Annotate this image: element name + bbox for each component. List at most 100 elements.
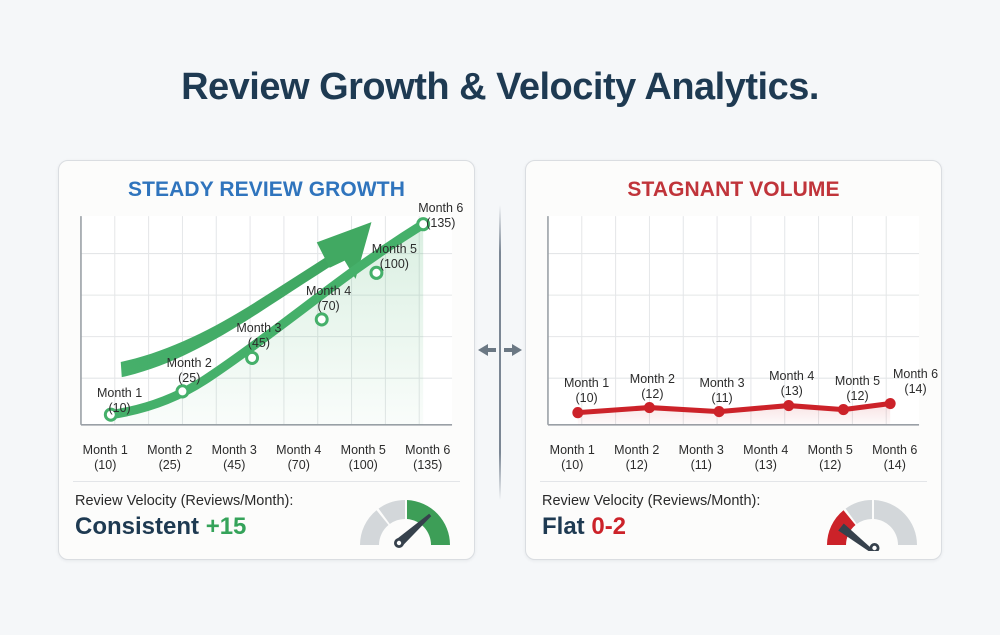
- x-tick-value: (100): [348, 458, 378, 472]
- point-label-value: (45): [247, 335, 271, 350]
- card-title-stagnant-volume: STAGNANT VOLUME: [627, 178, 840, 201]
- stagnant-line-chart: [547, 216, 920, 426]
- x-tick-value: (11): [690, 458, 712, 472]
- x-tick-label: Month 5: [340, 443, 386, 457]
- x-tick-label: Month 2: [147, 443, 193, 457]
- velocity-gauge-red: [827, 500, 917, 551]
- x-tick-month-4: Month 4 (13): [734, 443, 799, 473]
- card-title-steady-review-growth: STEADY REVIEW GROWTH: [128, 178, 405, 201]
- x-tick-label: Month 1: [82, 443, 128, 457]
- comparison-cards-row: STEADY REVIEW GROWTH: [0, 160, 1000, 560]
- gauge-needle: [395, 513, 432, 547]
- point-label-text: Month 6: [892, 367, 939, 382]
- point-label-value: (14): [904, 382, 927, 397]
- x-tick-month-1: Month 1 (10): [73, 443, 138, 473]
- x-tick-value: (135): [413, 458, 443, 472]
- card-steady-review-growth: STEADY REVIEW GROWTH: [58, 160, 475, 560]
- point-label-text: Month 4: [769, 369, 815, 384]
- x-tick-value: (12): [625, 458, 648, 472]
- x-tick-label: Month 2: [614, 443, 660, 457]
- stagnant-line: [575, 400, 893, 416]
- point-label-month-3: Month 3 (45): [224, 321, 294, 351]
- x-tick-label: Month 6: [872, 443, 918, 457]
- x-tick-value: (10): [94, 458, 117, 472]
- point-label-value: (13): [780, 384, 803, 399]
- velocity-label: Review Velocity (Reviews/Month):: [542, 493, 761, 509]
- x-tick-value: (70): [287, 458, 310, 472]
- point-label-month-4: Month 4 (13): [757, 369, 827, 399]
- x-tick-value: (45): [223, 458, 246, 472]
- x-tick-label: Month 4: [276, 443, 322, 457]
- x-tick-month-6: Month 6 (135): [396, 443, 461, 473]
- x-tick-month-1: Month 1 (10): [540, 443, 605, 473]
- point-label-month-6: Month 6 (14): [881, 367, 951, 397]
- gauge-needle: [838, 523, 876, 551]
- point-label-month-2: Month 2 (12): [617, 372, 687, 402]
- point-label-month-2: Month 2 (25): [154, 356, 224, 386]
- point-label-value: (70): [317, 298, 340, 313]
- velocity-value: Consistent +15: [75, 512, 293, 542]
- x-axis-labels-stagnant: Month 1 (10) Month 2 (12) Month 3 (11) M…: [540, 441, 927, 473]
- x-axis-labels-growth: Month 1 (10) Month 2 (25) Month 3 (45) M…: [73, 441, 460, 473]
- point-label-month-6: Month 6 (135): [406, 201, 476, 231]
- point-label-text: Month 5: [834, 374, 881, 388]
- point-label-text: Month 4: [305, 283, 352, 298]
- point-label-month-1: Month 1 (10): [552, 376, 622, 406]
- growth-line-chart: [80, 216, 453, 426]
- stagnant-data-markers: [572, 397, 896, 419]
- x-tick-month-2: Month 2 (12): [605, 443, 670, 473]
- x-tick-label: Month 4: [743, 443, 789, 457]
- velocity-footer-growth: Review Velocity (Reviews/Month): Consist…: [73, 481, 460, 559]
- growth-area-fill: [110, 224, 424, 425]
- x-tick-month-3: Month 3 (11): [669, 443, 734, 473]
- point-label-month-3: Month 3 (11): [687, 376, 757, 406]
- point-label-text: Month 2: [629, 371, 675, 386]
- x-tick-month-6: Month 6 (14): [863, 443, 928, 473]
- point-label-text: Month 6: [418, 200, 464, 215]
- growth-line: [106, 219, 428, 420]
- chart-gridlines: [547, 216, 920, 425]
- velocity-gauge-green: [360, 500, 450, 548]
- x-tick-label: Month 3: [211, 443, 257, 457]
- x-tick-month-5: Month 5 (100): [331, 443, 396, 473]
- x-tick-value: (10): [561, 458, 584, 472]
- x-tick-value: (12): [819, 458, 842, 472]
- x-tick-value: (13): [754, 458, 777, 472]
- growth-data-markers: [103, 217, 431, 422]
- x-tick-month-4: Month 4 (70): [267, 443, 332, 473]
- chart-steady-review-growth: Month 1 (10) Month 2 (25) Month 3 (45) M…: [73, 201, 463, 441]
- point-label-text: Month 2: [166, 355, 212, 370]
- left-right-arrow-icon: [478, 344, 522, 356]
- x-tick-label: Month 6: [405, 443, 451, 457]
- point-label-text: Month 5: [371, 242, 417, 257]
- velocity-label: Review Velocity (Reviews/Month):: [75, 493, 294, 509]
- page-title: Review Growth & Velocity Analytics.: [181, 66, 819, 108]
- x-tick-value: (25): [158, 458, 181, 472]
- point-label-value: (11): [711, 391, 733, 406]
- x-tick-month-2: Month 2 (25): [138, 443, 203, 473]
- x-tick-month-3: Month 3 (45): [202, 443, 267, 473]
- velocity-footer-stagnant: Review Velocity (Reviews/Month): Flat 0-…: [540, 481, 927, 559]
- x-tick-value: (14): [883, 458, 906, 472]
- card-divider-line: [499, 205, 501, 500]
- velocity-number: +15: [205, 513, 247, 540]
- x-tick-label: Month 5: [807, 443, 853, 457]
- point-label-text: Month 3: [236, 320, 282, 335]
- point-label-value: (12): [846, 389, 869, 403]
- velocity-word: Consistent: [75, 513, 200, 540]
- point-label-value: (135): [426, 215, 456, 230]
- point-label-month-5: Month 5 (12): [823, 374, 893, 404]
- point-label-value: (100): [379, 257, 409, 272]
- x-tick-label: Month 1: [549, 443, 595, 457]
- point-label-text: Month 3: [699, 376, 745, 391]
- point-label-value: (25): [178, 370, 201, 385]
- point-label-month-1: Month 1 (10): [85, 386, 155, 416]
- point-label-text: Month 1: [564, 376, 610, 391]
- point-label-value: (10): [575, 391, 598, 406]
- velocity-number: 0-2: [591, 513, 627, 540]
- point-label-value: (12): [641, 386, 664, 401]
- velocity-value: Flat 0-2: [542, 512, 760, 542]
- point-label-month-4: Month 4 (70): [294, 284, 364, 314]
- chart-stagnant-volume: Month 1 (10) Month 2 (12) Month 3 (11) M…: [540, 210, 938, 441]
- point-label-month-5: Month 5 (100): [359, 242, 429, 272]
